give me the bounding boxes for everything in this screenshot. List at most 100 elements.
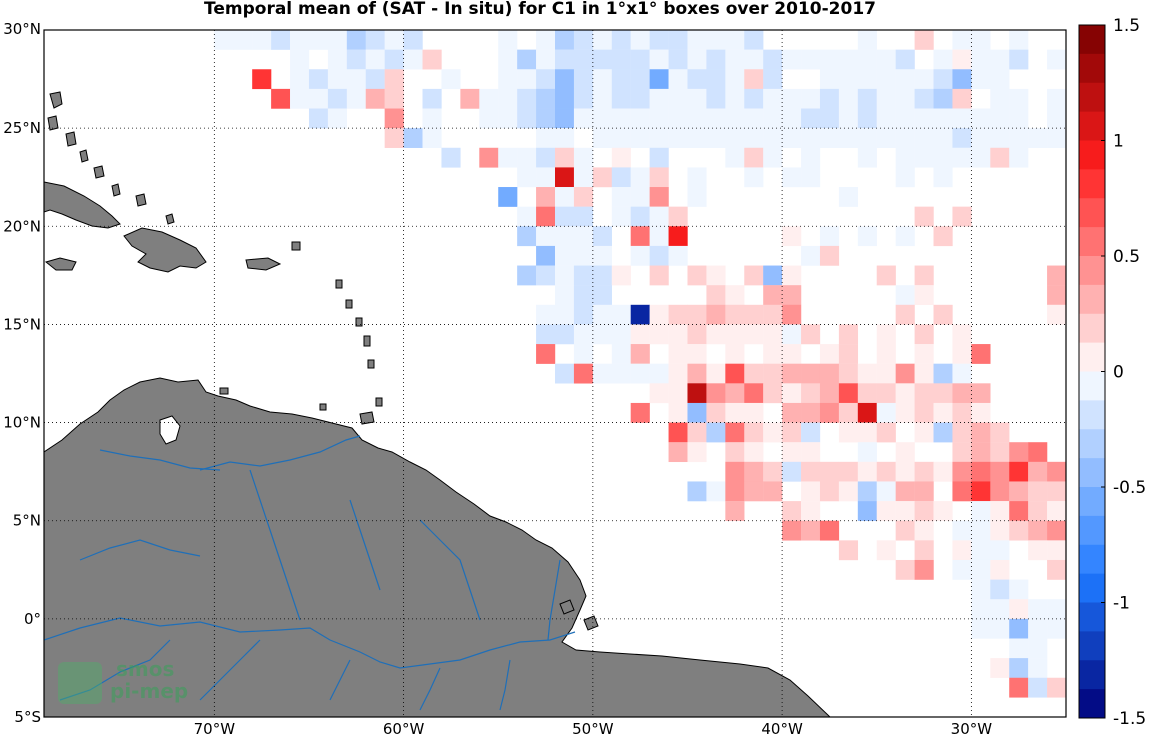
data-cell (252, 69, 272, 90)
data-cell (744, 69, 764, 90)
data-cell (744, 108, 764, 129)
data-cell (555, 187, 575, 207)
data-cell (914, 344, 934, 364)
data-cell (933, 383, 953, 404)
lat-tick-label: 10°N (3, 414, 41, 432)
data-cell (290, 88, 310, 109)
data-cell (573, 108, 594, 129)
data-cell (876, 49, 896, 70)
colorbar-segment (1079, 515, 1105, 546)
data-cell (819, 128, 840, 148)
data-cell (1009, 442, 1029, 463)
data-cell (876, 540, 896, 561)
data-cell (1028, 481, 1048, 502)
data-cell (895, 128, 915, 148)
data-cell (573, 88, 594, 109)
data-cell (1047, 618, 1066, 639)
data-cell (573, 226, 594, 247)
data-cell (668, 88, 688, 109)
data-cell (971, 520, 991, 541)
data-cell (725, 324, 745, 345)
data-cell (1028, 461, 1048, 482)
data-cell (876, 402, 896, 423)
data-cell (801, 383, 821, 404)
data-cell (819, 363, 840, 384)
data-cell (536, 304, 556, 325)
data-cell (1009, 481, 1029, 502)
data-cell (1047, 481, 1066, 502)
watermark-line1: smos (116, 657, 174, 681)
data-cell (630, 69, 650, 90)
data-cell (1028, 638, 1048, 659)
data-cell (1047, 49, 1066, 70)
data-cell (422, 88, 442, 109)
data-cell (555, 285, 575, 305)
data-cell (933, 422, 953, 443)
data-cell (971, 442, 991, 463)
data-cell (857, 69, 877, 90)
data-cell (990, 520, 1010, 541)
data-cell (346, 88, 366, 109)
data-cell (1009, 30, 1029, 50)
data-cell (914, 363, 934, 384)
colorbar-segment (1079, 169, 1105, 199)
data-cell (744, 402, 764, 423)
data-cell (763, 265, 783, 286)
data-cell (592, 49, 612, 70)
data-cell (573, 265, 594, 286)
data-cell (536, 49, 556, 70)
data-cell (725, 49, 745, 70)
data-cell (782, 49, 802, 70)
data-cell (895, 442, 915, 463)
data-cell (763, 49, 783, 70)
data-cell (233, 30, 253, 50)
data-cell (990, 88, 1010, 109)
data-cell (725, 481, 745, 502)
data-cell (857, 422, 877, 443)
data-cell (630, 30, 650, 50)
data-cell (668, 108, 688, 129)
colorbar-segment (1079, 371, 1105, 401)
data-cell (536, 344, 556, 364)
data-cell (876, 501, 896, 521)
data-cell (819, 481, 840, 502)
data-cell (517, 147, 537, 168)
data-cell (649, 226, 669, 247)
data-cell (498, 108, 518, 129)
colorbar-tick-labels: 1.5 1 0.5 0 -0.5 -1 -1.5 (1101, 16, 1146, 729)
colorbar-segment (1079, 602, 1105, 632)
data-cell (952, 30, 972, 50)
data-cell (611, 30, 631, 50)
data-cell (895, 167, 915, 188)
data-cell (668, 383, 688, 404)
data-cell (857, 402, 877, 423)
data-cell (895, 559, 915, 580)
lon-tick-label: 60°W (383, 720, 425, 738)
data-cell (706, 422, 726, 443)
data-cell (536, 245, 556, 266)
data-cell (801, 422, 821, 443)
data-cell (498, 30, 518, 50)
data-cell (971, 108, 991, 129)
data-cell (952, 559, 972, 580)
data-cell (971, 49, 991, 70)
data-cell (933, 128, 953, 148)
data-cell (952, 108, 972, 129)
data-cell (819, 383, 840, 404)
data-cell (990, 579, 1010, 600)
data-cell (536, 147, 556, 168)
data-cell (876, 481, 896, 502)
data-cell (990, 128, 1010, 148)
data-cell (592, 285, 612, 305)
data-cell (573, 344, 594, 364)
data-cell (952, 461, 972, 482)
lon-tick-labels: 70°W 60°W 50°W 40°W 30°W (194, 720, 993, 738)
data-cell (933, 501, 953, 521)
data-cell (744, 324, 764, 345)
data-cell (308, 69, 329, 90)
data-cell (819, 344, 840, 364)
data-cell (668, 324, 688, 345)
data-cell (838, 540, 859, 561)
data-cell (687, 69, 707, 90)
data-cell (290, 69, 310, 90)
